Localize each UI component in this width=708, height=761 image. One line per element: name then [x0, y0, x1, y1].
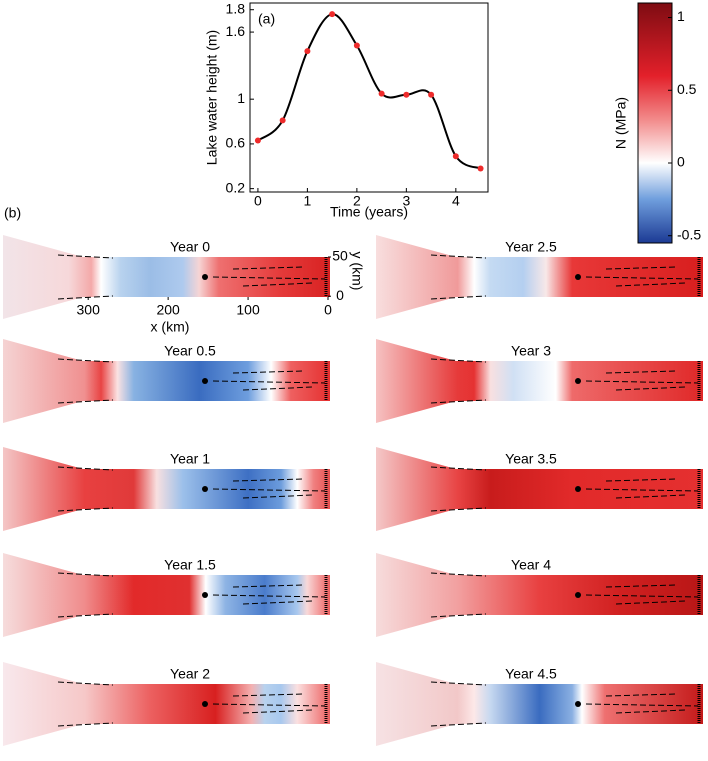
- lake: [202, 486, 208, 492]
- data-point: [353, 42, 360, 49]
- y-tick-label: 1.8: [226, 0, 246, 16]
- x-tick-label: 0: [254, 193, 262, 209]
- colorbar-label: N (MPa): [613, 97, 629, 149]
- lake: [575, 486, 581, 492]
- ice-shelf-map: [3, 662, 330, 746]
- lake: [202, 592, 208, 598]
- fracture-traces: [57, 681, 326, 727]
- data-line: [257, 13, 482, 170]
- data-point: [378, 90, 385, 97]
- panel-label: (a): [258, 11, 275, 27]
- lake: [575, 592, 581, 598]
- fracture-traces: [430, 466, 699, 512]
- x-tick-label: 1: [303, 193, 311, 209]
- ice-shelf-map: [3, 447, 330, 531]
- fracture-traces: [430, 572, 699, 618]
- ice-shelf-map: [376, 235, 703, 319]
- panel-title: Year 0: [170, 239, 210, 255]
- panel-label: (b): [4, 205, 21, 221]
- x-tick-label: 200: [156, 302, 180, 318]
- panel-title: Year 1.5: [164, 557, 216, 573]
- data-point: [452, 153, 459, 160]
- ice-shelf-map: [3, 235, 330, 319]
- y-tick-label: 1.6: [226, 23, 246, 39]
- y-tick-label: 0: [336, 287, 344, 303]
- y-axis-label: Lake water height (m): [204, 30, 220, 165]
- data-point: [403, 91, 410, 98]
- colorbar: [637, 2, 673, 244]
- panel-title: Year 3.5: [505, 451, 557, 467]
- ice-shelf-map: [376, 339, 703, 423]
- x-tick-label: 2: [353, 193, 361, 209]
- plot-frame: [249, 2, 489, 193]
- x-axis-label: Time (years): [330, 204, 408, 220]
- fracture-traces: [57, 572, 326, 618]
- panel-title: Year 3: [511, 343, 551, 359]
- lake: [575, 274, 581, 280]
- panel-title: Year 4: [511, 557, 551, 573]
- lake: [202, 274, 208, 280]
- ice-shelf-map: [3, 553, 330, 637]
- panel-title: Year 4.5: [505, 666, 557, 682]
- data-point: [254, 137, 261, 144]
- data-point: [304, 48, 311, 55]
- colorbar-tick-label: 0: [677, 154, 685, 170]
- x-tick-label: 100: [236, 302, 260, 318]
- fracture-traces: [430, 681, 699, 727]
- ice-shelf-map: [376, 662, 703, 746]
- ice-shelf-map: [376, 553, 703, 637]
- colorbar-tick-label: 1: [677, 8, 685, 24]
- y-tick-label: 1: [237, 90, 245, 106]
- fracture-traces: [57, 358, 326, 404]
- lake: [202, 378, 208, 384]
- panel-title: Year 1: [170, 451, 210, 467]
- data-point: [477, 165, 484, 172]
- lake: [575, 701, 581, 707]
- fracture-traces: [430, 254, 699, 300]
- y-tick-label: 0.6: [226, 135, 246, 151]
- panel-title: Year 0.5: [164, 343, 216, 359]
- fracture-traces: [57, 254, 326, 300]
- colorbar-tick-label: -0.5: [677, 226, 701, 242]
- y-tick-label: 50: [332, 248, 348, 264]
- panel-title: Year 2: [170, 666, 210, 682]
- x-axis-label: x (km): [151, 319, 190, 335]
- x-tick-label: 0: [324, 302, 332, 318]
- panel-title: Year 2.5: [505, 239, 557, 255]
- x-tick-label: 3: [402, 193, 410, 209]
- ice-shelf-map: [376, 447, 703, 531]
- data-point: [329, 11, 336, 18]
- fracture-traces: [430, 358, 699, 404]
- lake: [575, 378, 581, 384]
- colorbar-tick-label: 0.5: [677, 81, 697, 97]
- x-tick-label: 4: [452, 193, 460, 209]
- y-axis-label: y (km): [349, 252, 365, 291]
- lake: [202, 701, 208, 707]
- ice-shelf-map: [3, 339, 330, 423]
- data-point: [279, 117, 286, 124]
- data-point: [428, 91, 435, 98]
- y-tick-label: 0.2: [226, 179, 246, 195]
- x-tick-label: 300: [77, 302, 101, 318]
- fracture-traces: [57, 466, 326, 512]
